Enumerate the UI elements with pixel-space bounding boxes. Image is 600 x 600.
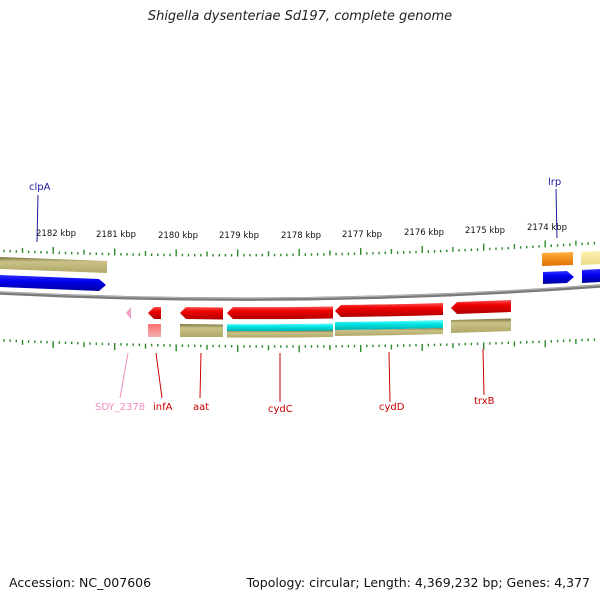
genome-backbone bbox=[0, 284, 600, 301]
tick-label: 2182 kbp bbox=[36, 229, 76, 239]
tick-label: 2175 kbp bbox=[465, 226, 505, 236]
cds-arrow[interactable] bbox=[543, 271, 574, 284]
gene-bar[interactable] bbox=[180, 324, 223, 337]
tick-label: 2174 kbp bbox=[527, 223, 567, 233]
top-strand-features bbox=[0, 251, 600, 291]
cds-arrow[interactable] bbox=[227, 306, 333, 320]
gene-bar[interactable] bbox=[451, 318, 511, 334]
gene-label-trxB[interactable]: trxB bbox=[474, 396, 495, 407]
cds-arrow[interactable] bbox=[451, 300, 511, 314]
gene-label-cydD[interactable]: cydD bbox=[379, 402, 405, 413]
tick-label: 2177 kbp bbox=[342, 230, 382, 240]
gene-bar[interactable] bbox=[148, 324, 161, 337]
cds-arrow[interactable] bbox=[582, 269, 600, 283]
genome-backbone-highlight bbox=[0, 284, 600, 299]
tick-label: 2176 kbp bbox=[404, 228, 444, 238]
bottom-strand-features bbox=[126, 300, 511, 338]
gene-bar[interactable] bbox=[335, 328, 443, 336]
gene-bar[interactable] bbox=[0, 257, 107, 273]
gene-label-infA[interactable]: infA bbox=[153, 402, 173, 413]
gene-label-aat[interactable]: aat bbox=[193, 402, 209, 413]
top-ruler bbox=[3, 240, 596, 257]
genome-summary-text: Topology: circular; Length: 4,369,232 bp… bbox=[246, 575, 590, 590]
cds-arrow[interactable] bbox=[148, 307, 161, 319]
gene-labels: clpA lrp SDY_2378 infA aat cydC cydD trx… bbox=[29, 177, 561, 415]
gene-label-SDY_2378[interactable]: SDY_2378 bbox=[95, 402, 145, 413]
bottom-ruler bbox=[3, 338, 596, 353]
tick-label: 2180 kbp bbox=[158, 231, 198, 241]
gene-label-cydC[interactable]: cydC bbox=[268, 404, 293, 415]
gene-bar[interactable] bbox=[227, 330, 333, 338]
rna-bar[interactable] bbox=[335, 320, 443, 330]
cds-arrow[interactable] bbox=[335, 303, 443, 317]
tick-label: 2178 kbp bbox=[281, 231, 321, 241]
gene-bar[interactable] bbox=[542, 252, 573, 266]
gene-bar[interactable] bbox=[581, 251, 600, 265]
tick-label: 2179 kbp bbox=[219, 231, 259, 241]
rna-bar[interactable] bbox=[227, 323, 333, 332]
leader-lines bbox=[36, 188, 558, 403]
cds-arrow[interactable] bbox=[180, 307, 223, 320]
cds-arrow[interactable] bbox=[0, 275, 106, 291]
ruler-labels: 2182 kbp 2181 kbp 2180 kbp 2179 kbp 2178… bbox=[36, 223, 567, 241]
gene-label-clpA[interactable]: clpA bbox=[29, 182, 51, 193]
gene-label-lrp[interactable]: lrp bbox=[548, 177, 561, 188]
map-title: Shigella dysenteriae Sd197, complete gen… bbox=[147, 9, 453, 24]
tick-label: 2181 kbp bbox=[96, 230, 136, 240]
misc-feature[interactable] bbox=[126, 307, 131, 319]
accession-text: Accession: NC_007606 bbox=[9, 575, 152, 590]
